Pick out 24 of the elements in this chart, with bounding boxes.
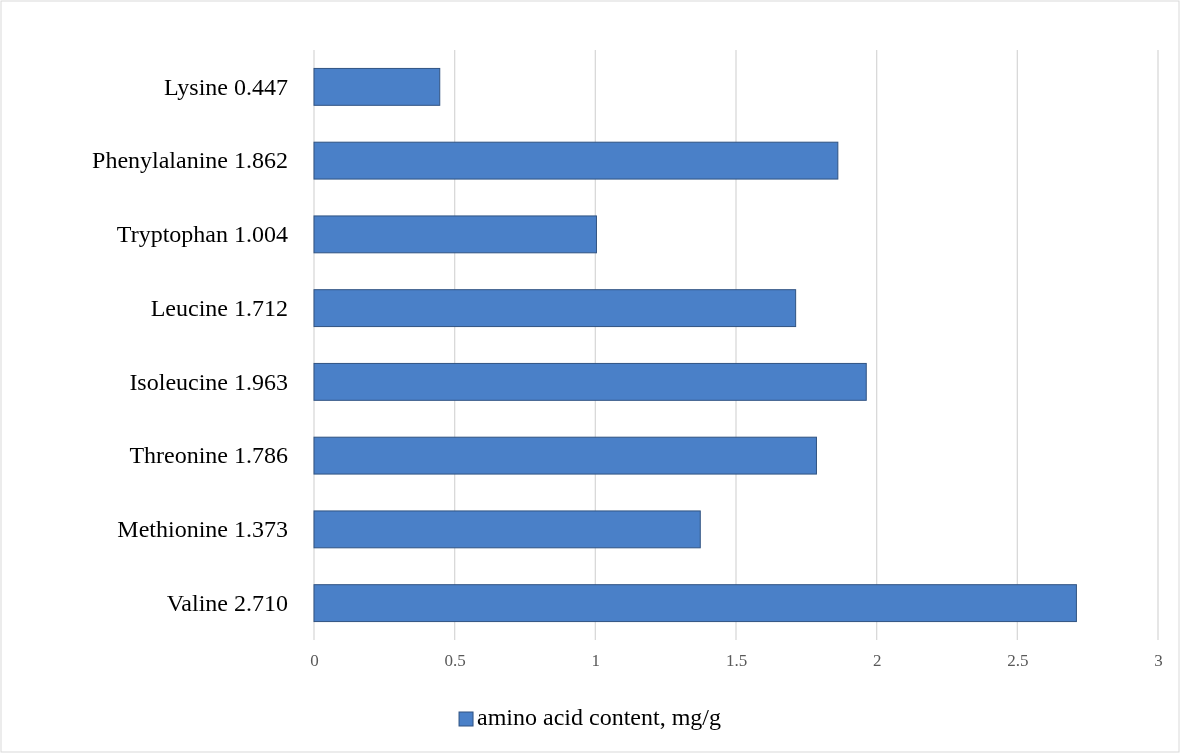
legend-label: amino acid content, mg/g [477,704,721,730]
bar [313,67,441,106]
x-tick-label: 1.5 [725,651,748,671]
x-tick-label: 2.5 [1007,651,1029,671]
y-tick-label: Tryptophan 1.004 [116,221,288,248]
y-tick-label: Isoleucine 1.963 [129,368,288,395]
bar [313,584,1077,623]
bar [313,141,839,180]
x-tick-label: 1 [591,651,601,671]
bar [313,436,817,475]
y-tick-label: Phenylalanine 1.862 [92,147,288,174]
y-tick-label: Methionine 1.373 [117,516,288,543]
bar [313,510,701,549]
bar [313,215,597,254]
bar [313,362,867,401]
x-tick-label: 0 [310,651,319,671]
y-tick-label: Threonine 1.786 [129,442,288,469]
x-tick-label: 3 [1154,651,1163,671]
bar [313,289,797,328]
y-tick-label: Lysine 0.447 [164,73,288,100]
x-tick-label: 2 [872,651,882,671]
y-tick-label: Valine 2.710 [166,589,288,616]
x-tick-label: 0.5 [444,651,466,671]
y-tick-label: Leucine 1.712 [150,294,288,321]
